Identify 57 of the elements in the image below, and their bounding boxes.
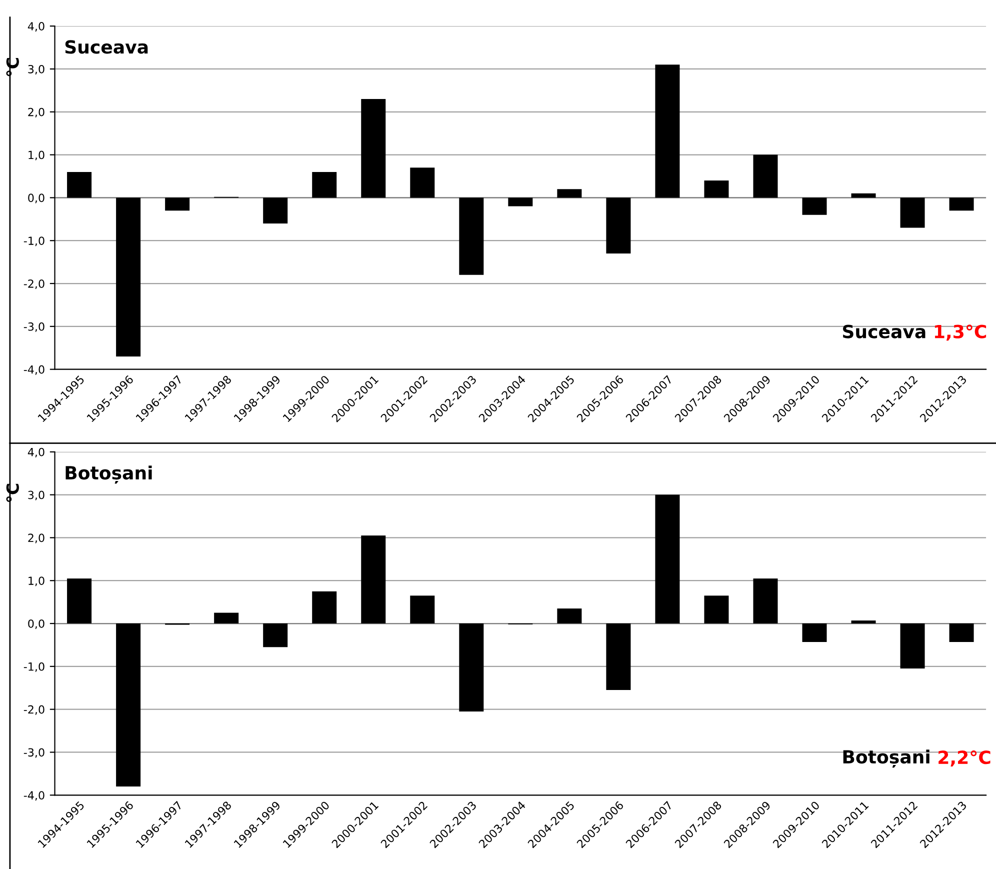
bar <box>802 624 827 642</box>
bar <box>949 624 974 642</box>
bar <box>851 620 876 624</box>
y-tick-label: 2,0 <box>28 108 44 118</box>
bar <box>753 154 778 198</box>
y-tick-label: -3,0 <box>24 322 44 332</box>
bar <box>949 198 974 211</box>
bar <box>116 624 141 787</box>
bar <box>704 596 729 624</box>
bar <box>851 193 876 198</box>
bar <box>410 168 435 198</box>
y-tick-label: 4,0 <box>28 448 44 458</box>
bar <box>606 624 631 690</box>
bar <box>214 612 239 624</box>
bar <box>67 578 92 624</box>
y-tick-label: 4,0 <box>28 22 44 32</box>
bar <box>361 536 386 624</box>
annotation: Botoșani 2,2°C <box>843 750 990 768</box>
bar <box>312 172 337 198</box>
bar <box>802 198 827 215</box>
bar <box>361 99 386 198</box>
y-tick-label: 0,0 <box>28 194 44 204</box>
y-tick-label: -4,0 <box>24 365 44 375</box>
bar <box>263 198 288 224</box>
bar <box>753 578 778 624</box>
bar <box>459 198 484 275</box>
y-tick-label: -4,0 <box>24 791 44 801</box>
bar <box>606 198 631 254</box>
bar <box>312 591 337 624</box>
y-tick-label: -1,0 <box>24 662 44 672</box>
bar <box>263 624 288 648</box>
bar <box>116 198 141 356</box>
y-tick-label: -2,0 <box>24 705 44 715</box>
y-tick-label: -2,0 <box>24 279 44 290</box>
annotation: Suceava 1,3°C <box>842 324 986 341</box>
bar <box>165 198 190 211</box>
bar <box>557 608 582 624</box>
bar <box>508 198 533 206</box>
bar <box>704 180 729 198</box>
y-tick-label: 3,0 <box>28 64 44 74</box>
y-tick-label: 1,0 <box>28 150 44 160</box>
y-tick-label: 0,0 <box>28 619 44 630</box>
bar <box>557 189 582 198</box>
bar <box>900 624 925 669</box>
bar <box>655 494 680 624</box>
bar <box>67 172 92 198</box>
bar <box>410 596 435 624</box>
text: Suceava <box>65 40 148 54</box>
y-tick-label: -1,0 <box>24 236 44 246</box>
bar <box>900 198 925 228</box>
y-tick-label: 2,0 <box>28 534 44 544</box>
text: Botoșani <box>66 466 152 484</box>
y-tick-label: 3,0 <box>28 490 44 500</box>
bar <box>459 624 484 712</box>
y-tick-label: -3,0 <box>24 748 44 758</box>
bar <box>655 64 680 198</box>
y-tick-label: 1,0 <box>28 576 44 586</box>
